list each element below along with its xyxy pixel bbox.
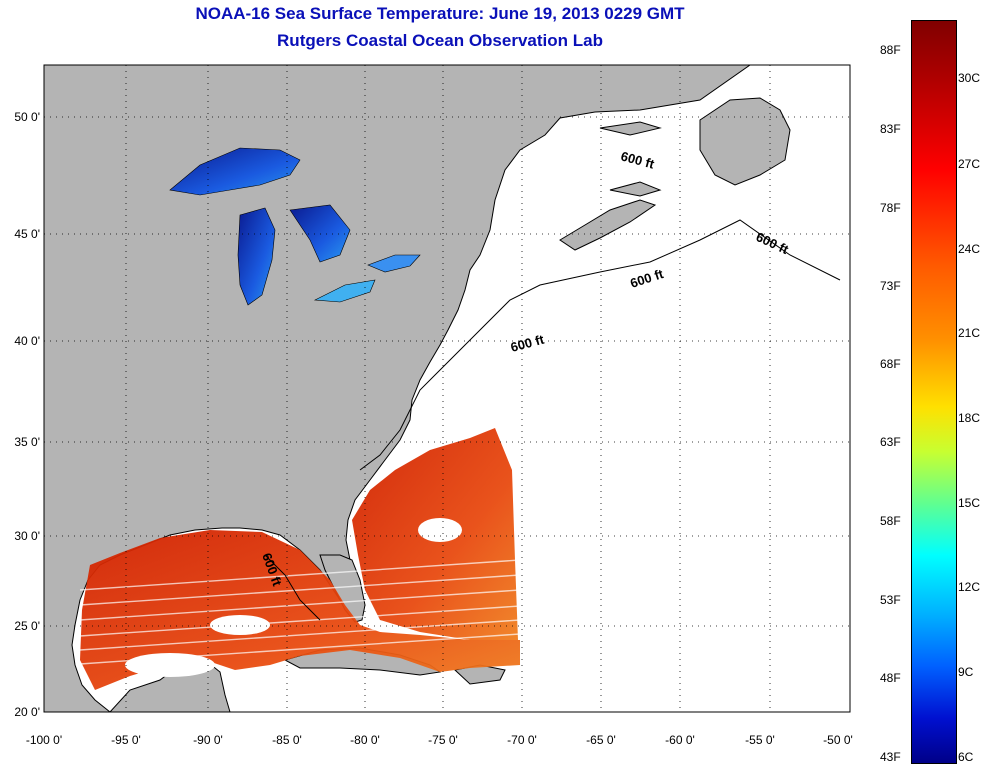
colorbar-label-f: 83F — [880, 122, 901, 136]
land-nova-scotia — [559, 199, 657, 251]
map-title: NOAA-16 Sea Surface Temperature: June 19… — [195, 4, 685, 23]
colorbar-label-f: 68F — [880, 357, 901, 371]
colorbar-label-c: 6C — [958, 750, 974, 764]
lon-tick-label: -55 0' — [745, 733, 775, 747]
land-north-america — [44, 65, 751, 712]
lat-tick-label: 30 0' — [14, 529, 40, 543]
lat-tick-label: 35 0' — [14, 435, 40, 449]
map-subtitle: Rutgers Coastal Ocean Observation Lab — [277, 31, 603, 50]
land-newfoundland — [699, 97, 791, 186]
lon-tick-label: -90 0' — [193, 733, 223, 747]
longitude-axis: -100 0' -95 0' -90 0' -85 0' -80 0' -75 … — [26, 733, 853, 747]
scan-lines — [79, 559, 521, 665]
sst-gulf-of-mexico — [80, 530, 520, 690]
lon-tick-label: -70 0' — [507, 733, 537, 747]
colorbar-label-c: 9C — [958, 665, 974, 679]
lon-tick-label: -60 0' — [665, 733, 695, 747]
lon-tick-label: -80 0' — [350, 733, 380, 747]
cloud-gap — [125, 653, 215, 677]
colorbar-label-f: 88F — [880, 43, 901, 57]
colorbar-label-c: 21C — [958, 326, 981, 340]
lon-tick-label: -85 0' — [272, 733, 302, 747]
colorbar-label-c: 12C — [958, 580, 981, 594]
lon-tick-label: -65 0' — [586, 733, 616, 747]
lat-tick-label: 25 0' — [14, 619, 40, 633]
colorbar-label-f: 63F — [880, 435, 901, 449]
colorbar-label-f: 53F — [880, 593, 901, 607]
colorbar-label-c: 15C — [958, 496, 981, 510]
land-pei — [609, 181, 662, 197]
colorbar-label-f: 48F — [880, 671, 901, 685]
isobath-600ft — [264, 219, 841, 621]
lat-tick-label: 50 0' — [14, 110, 40, 124]
colorbar-label-c: 18C — [958, 411, 981, 425]
map-area: 600 ft 600 ft 600 ft 600 ft 600 ft — [44, 65, 850, 712]
latitude-axis: 50 0' 45 0' 40 0' 35 0' 30 0' 25 0' 20 0… — [14, 110, 40, 719]
map-grid — [44, 65, 850, 712]
lat-tick-label: 20 0' — [14, 705, 40, 719]
colorbar-label-f: 73F — [880, 279, 901, 293]
colorbar-label-f: 43F — [880, 750, 901, 764]
map-frame — [43, 64, 851, 713]
lat-tick-label: 40 0' — [14, 334, 40, 348]
cloud-gap — [418, 518, 462, 542]
colorbar-label-c: 30C — [958, 71, 981, 85]
lon-tick-label: -75 0' — [428, 733, 458, 747]
lake-ontario — [367, 254, 421, 273]
lake-erie — [313, 279, 376, 303]
lat-tick-label: 45 0' — [14, 227, 40, 241]
colorbar-label-c: 24C — [958, 242, 981, 256]
land-anticosti — [599, 121, 662, 136]
lon-tick-label: -100 0' — [26, 733, 62, 747]
colorbar-label-f: 78F — [880, 201, 901, 215]
lake-michigan — [237, 207, 276, 306]
colorbar-label-c: 27C — [958, 157, 981, 171]
lon-tick-label: -50 0' — [823, 733, 853, 747]
lake-superior — [169, 147, 301, 196]
temperature-colorbar — [911, 20, 957, 764]
colorbar-label-f: 58F — [880, 514, 901, 528]
lon-tick-label: -95 0' — [111, 733, 141, 747]
lake-huron — [289, 204, 351, 263]
